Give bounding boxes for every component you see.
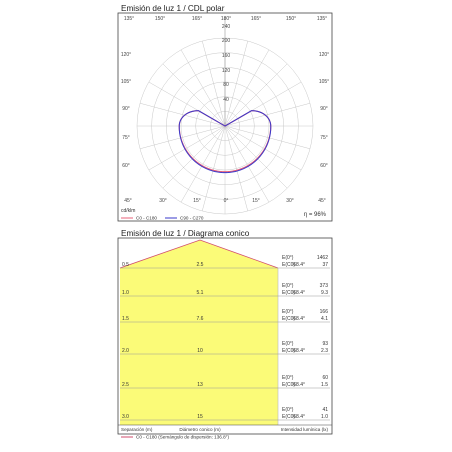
radial-label: 120 [222, 68, 231, 74]
curve-c90-c270 [178, 110, 272, 174]
angle-label-top-right: 135° [317, 16, 327, 22]
angle-label-bottom: 45° [124, 198, 132, 204]
angle-label-top-right: 150° [286, 16, 296, 22]
cone-diameter-label: 10 [197, 348, 203, 354]
e-center-value: 93 [322, 341, 328, 347]
cone-distance-label: 2.5 [122, 382, 129, 388]
angle-label-bottom: 30° [286, 198, 294, 204]
polar-unit-label: cd/klm [121, 208, 135, 214]
angle-label-top-left: 135° [124, 16, 134, 22]
cone-diameter-label: 7.6 [197, 316, 204, 322]
e-c0-value: 4.1 [321, 316, 328, 322]
angle-label-right: 120° [319, 52, 329, 58]
e-center-value: 1462 [317, 255, 328, 261]
radial-label: 80 [223, 82, 229, 88]
radial-label: 40 [223, 97, 229, 103]
e-center-value: 60 [322, 375, 328, 381]
cone-distance-label: 2.0 [122, 348, 129, 354]
cone-angle-label: 68.4° [293, 262, 305, 268]
angle-label-top-right: 165° [251, 16, 261, 22]
e-c0-label: E(C0) [282, 382, 295, 388]
e-center-label: E(0°) [282, 407, 294, 413]
e-c0-value: 2.3 [321, 348, 328, 354]
polar-angle-labels: 135° 150° 165° 180° 165° 150° 135° 120° 105° 90° 7… [121, 16, 329, 204]
angle-label-top-left: 165° [192, 16, 202, 22]
angle-label-left: 105° [121, 79, 131, 85]
efficiency-label: η = 96% [304, 212, 327, 218]
separation-label: Separación (m) [121, 427, 153, 432]
cone-diameter-label: 5.1 [197, 290, 204, 296]
cone-angle-label: 68.4° [293, 348, 305, 354]
cone-angle-label: 68.4° [293, 316, 305, 322]
e-c0-value: 1.5 [321, 382, 328, 388]
e-c0-value: 1.0 [321, 414, 328, 420]
polar-title: Emisión de luz 1 / CDL polar [121, 4, 225, 13]
e-c0-value: 37 [322, 262, 328, 268]
radial-label: 200 [222, 38, 231, 44]
cone-title: Emisión de luz 1 / Diagrama conico [121, 229, 250, 238]
e-c0-label: E(C0) [282, 290, 295, 296]
angle-label-top-center: 180° [221, 16, 231, 22]
cone-angle-label: 68.4° [293, 382, 305, 388]
cone-diameter-label: 15 [197, 414, 203, 420]
e-center-label: E(0°) [282, 255, 294, 261]
angle-label-top-left: 150° [155, 16, 165, 22]
cone-distance-label: 1.5 [122, 316, 129, 322]
cone-distance-label: 0.5 [122, 262, 129, 268]
angle-label-right: 90° [320, 106, 328, 112]
cone-legend-label: C0 - C180 (Semángulo de dispersión: 136.… [136, 435, 229, 440]
angle-label-right: 75° [320, 135, 328, 141]
e-center-value: 166 [320, 309, 329, 315]
angle-label-bottom: 45° [318, 198, 326, 204]
legend-c0-label: C0 - C180 [136, 216, 157, 221]
e-c0-label: E(C0) [282, 262, 295, 268]
angle-label-left: 75° [122, 135, 130, 141]
e-center-label: E(0°) [282, 283, 294, 289]
intensity-label: Intensidad lumínica (lx) [281, 427, 329, 432]
angle-label-bottom: 15° [193, 198, 201, 204]
e-center-label: E(0°) [282, 309, 294, 315]
cone-diameter-label: 13 [197, 382, 203, 388]
angle-label-left: 60° [122, 163, 130, 169]
radial-label: 240 [222, 24, 231, 30]
cone-angle-label: 68.4° [293, 414, 305, 420]
angle-label-bottom: 30° [159, 198, 167, 204]
angle-label-right: 60° [320, 163, 328, 169]
radial-label: 160 [222, 53, 231, 59]
angle-label-left: 90° [122, 106, 130, 112]
e-c0-label: E(C0) [282, 414, 295, 420]
e-c0-value: 9.3 [321, 290, 328, 296]
angle-label-right: 105° [319, 79, 329, 85]
cone-light-area [120, 240, 278, 425]
cone-diameter-label: 2.5 [197, 262, 204, 268]
e-c0-label: E(C0) [282, 316, 295, 322]
cone-distance-label: 3.0 [122, 414, 129, 420]
e-center-value: 373 [320, 283, 329, 289]
diameter-label: Diámetro conico (m) [179, 427, 221, 432]
angle-label-left: 120° [121, 52, 131, 58]
cone-angle-label: 68.4° [293, 290, 305, 296]
angle-label-bottom: 0° [224, 198, 229, 204]
e-center-value: 41 [322, 407, 328, 413]
cone-distance-label: 1.0 [122, 290, 129, 296]
angle-label-bottom: 15° [252, 198, 260, 204]
e-center-label: E(0°) [282, 375, 294, 381]
cone-outline [119, 239, 279, 269]
legend-c90-label: C90 - C270 [180, 216, 204, 221]
e-c0-label: E(C0) [282, 348, 295, 354]
e-center-label: E(0°) [282, 341, 294, 347]
